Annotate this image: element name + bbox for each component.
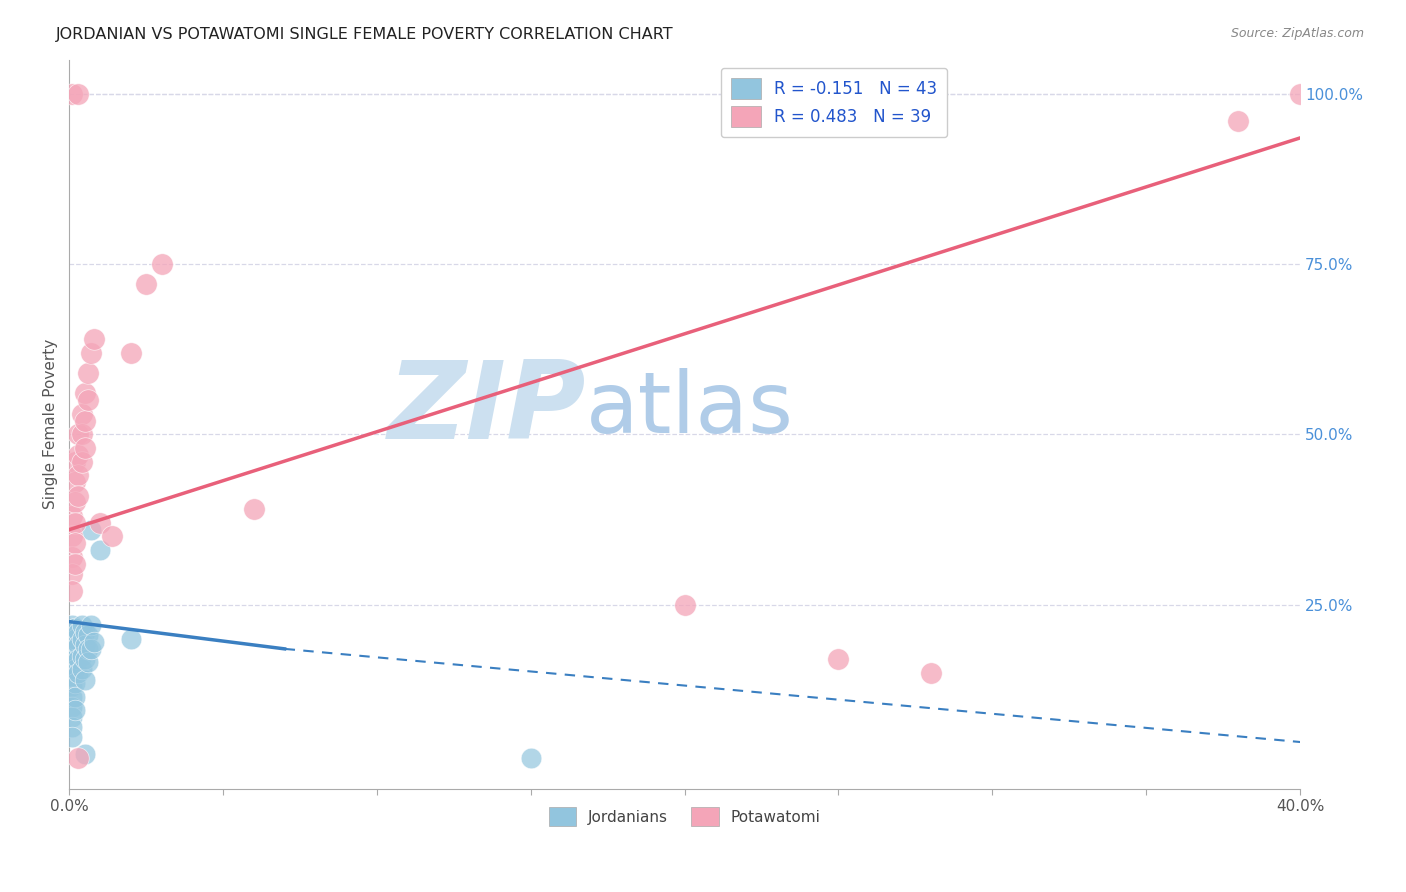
Point: [65, 557, 87, 571]
Point: [65, 475, 87, 489]
Point: [80, 641, 103, 656]
Point: [70, 618, 93, 632]
Point: [73, 673, 96, 687]
Y-axis label: Single Female Poverty: Single Female Poverty: [44, 339, 58, 509]
Point: [67, 448, 90, 462]
Point: [65, 676, 87, 690]
Point: [65, 454, 87, 468]
Point: [65, 641, 87, 656]
Point: [67, 427, 90, 442]
Point: [73, 652, 96, 666]
Point: [60, 659, 83, 673]
Point: [60, 549, 83, 564]
Text: atlas: atlas: [586, 368, 794, 451]
Legend: Jordanians, Potawatomi: Jordanians, Potawatomi: [540, 797, 830, 836]
Point: [60, 699, 83, 714]
Point: [65, 662, 87, 676]
Point: [60, 690, 83, 704]
Point: [60, 669, 83, 683]
Point: [80, 345, 103, 359]
Point: [89, 543, 111, 558]
Point: [120, 632, 142, 646]
Point: [67, 665, 90, 680]
Point: [67, 489, 90, 503]
Point: [60, 584, 83, 599]
Point: [65, 632, 87, 646]
Point: [73, 414, 96, 428]
Point: [65, 495, 87, 509]
Point: [67, 87, 90, 101]
Point: [67, 468, 90, 483]
Point: [120, 345, 142, 359]
Point: [80, 523, 103, 537]
Point: [60, 720, 83, 734]
Point: [1227, 114, 1250, 128]
Point: [89, 516, 111, 530]
Point: [70, 632, 93, 646]
Point: [60, 509, 83, 524]
Point: [60, 566, 83, 581]
Point: [60, 618, 83, 632]
Point: [60, 632, 83, 646]
Point: [1289, 87, 1312, 101]
Point: [150, 257, 173, 271]
Text: Source: ZipAtlas.com: Source: ZipAtlas.com: [1230, 27, 1364, 40]
Point: [73, 386, 96, 401]
Point: [243, 502, 266, 516]
Point: [60, 529, 83, 543]
Point: [76, 628, 98, 642]
Point: [60, 87, 83, 101]
Point: [70, 407, 93, 421]
Point: [60, 679, 83, 693]
Text: JORDANIAN VS POTAWATOMI SINGLE FEMALE POVERTY CORRELATION CHART: JORDANIAN VS POTAWATOMI SINGLE FEMALE PO…: [56, 27, 673, 42]
Point: [60, 731, 83, 745]
Point: [67, 639, 90, 653]
Point: [76, 656, 98, 670]
Point: [76, 641, 98, 656]
Point: [73, 624, 96, 639]
Point: [83, 332, 105, 346]
Point: [67, 652, 90, 666]
Point: [60, 635, 83, 649]
Point: [520, 751, 543, 765]
Point: [101, 529, 124, 543]
Point: [65, 703, 87, 717]
Point: [60, 710, 83, 724]
Point: [73, 639, 96, 653]
Point: [76, 393, 98, 408]
Point: [135, 277, 157, 292]
Point: [65, 690, 87, 704]
Point: [73, 441, 96, 455]
Point: [67, 751, 90, 765]
Point: [70, 427, 93, 442]
Point: [827, 652, 849, 666]
Point: [76, 366, 98, 380]
Point: [70, 648, 93, 663]
Point: [920, 665, 942, 680]
Text: ZIP: ZIP: [388, 357, 586, 462]
Point: [60, 645, 83, 659]
Point: [673, 598, 696, 612]
Point: [70, 662, 93, 676]
Point: [65, 536, 87, 550]
Point: [67, 624, 90, 639]
Point: [73, 747, 96, 762]
Point: [83, 635, 105, 649]
Point: [80, 618, 103, 632]
Point: [65, 622, 87, 636]
Point: [65, 516, 87, 530]
Point: [65, 652, 87, 666]
Point: [70, 454, 93, 468]
